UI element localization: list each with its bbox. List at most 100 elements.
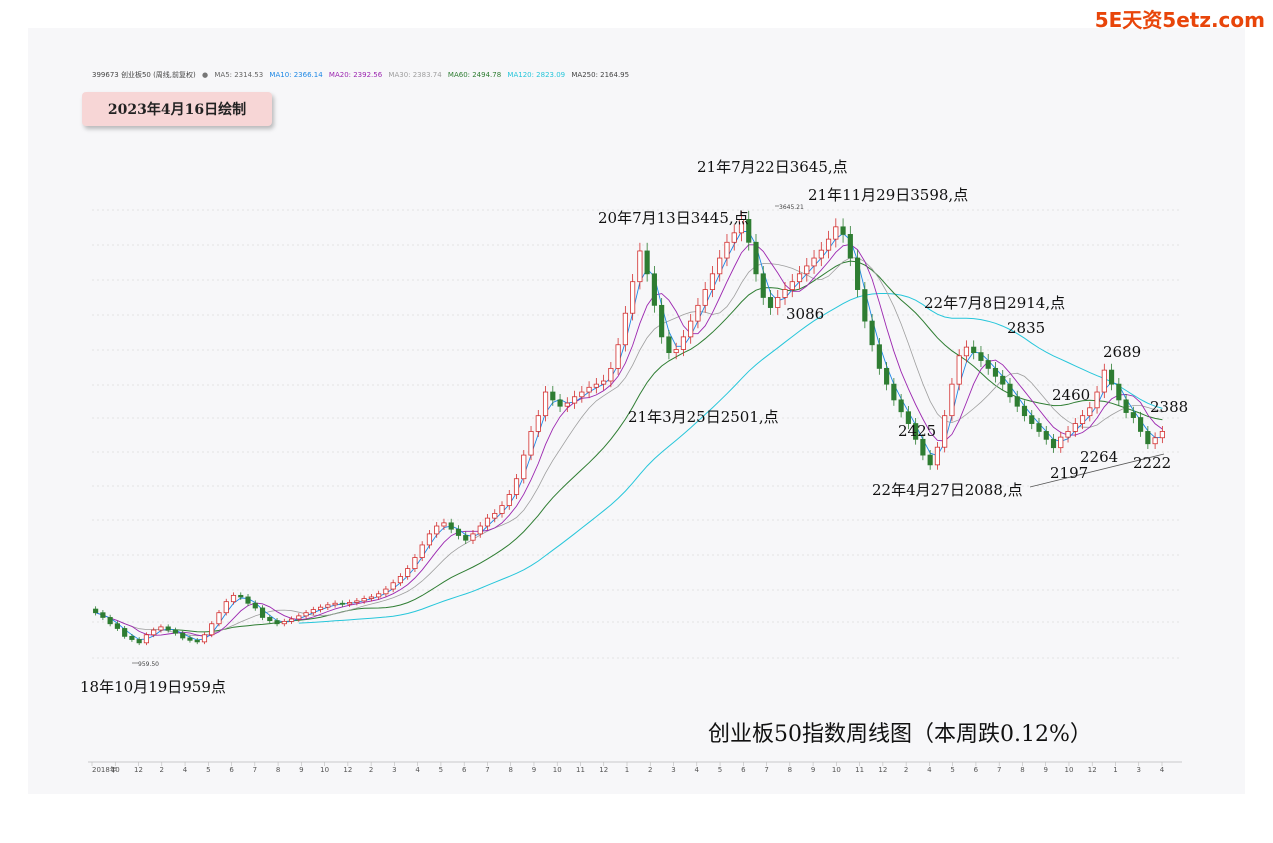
candle-body [288, 618, 295, 622]
point-annotation: 2388 [1150, 398, 1188, 416]
candle-body [956, 355, 962, 385]
candle-body [666, 336, 672, 354]
candle-body [1108, 369, 1115, 385]
candle-body [738, 219, 745, 234]
candle-body [129, 635, 135, 640]
watermark: 5E天资5etz.com [1094, 8, 1265, 32]
candle-body [876, 344, 882, 369]
candle-body [506, 494, 512, 506]
candle-body [1079, 415, 1086, 424]
candle-body [143, 634, 150, 644]
x-tick-label: 4 [183, 766, 188, 774]
point-annotation: 2197 [1050, 464, 1088, 482]
x-tick-label: 7 [485, 766, 489, 774]
candle-body [593, 383, 599, 388]
candle-body [905, 411, 911, 424]
candle-body [259, 607, 266, 618]
x-tick-label: 8 [788, 766, 792, 774]
candle-body [971, 346, 977, 354]
candle-body [1036, 423, 1042, 432]
candle-body [1072, 423, 1078, 432]
legend-ma20: MA20: 2392.56 [328, 71, 383, 79]
x-tick-label: 4 [415, 766, 420, 774]
x-tick-label: 2 [648, 766, 652, 774]
candle-body [622, 312, 628, 346]
candle-body [238, 594, 244, 598]
candle-body [579, 391, 585, 398]
candle-body [303, 612, 309, 617]
x-tick-label: 6 [741, 766, 746, 774]
x-tick-label: 7 [997, 766, 1001, 774]
x-tick-label: 6 [229, 766, 234, 774]
x-tick-label: 8 [276, 766, 280, 774]
candle-body [1029, 415, 1035, 424]
x-tick-label: 10 [320, 766, 329, 774]
candle-body [383, 588, 389, 595]
candle-body [296, 615, 302, 620]
candle-body [448, 522, 454, 530]
candle-body [180, 632, 186, 639]
candle-body [441, 522, 447, 527]
candle-body [419, 544, 425, 558]
candle-body [775, 297, 781, 308]
candle-body [1007, 383, 1013, 398]
point-annotation: 22年7月8日2914,点 [924, 294, 1065, 312]
legend-dot-icon: ● [202, 71, 209, 79]
x-tick-label: 3 [671, 766, 675, 774]
candle-body [216, 612, 222, 625]
candle-body [891, 383, 897, 401]
candle-body [492, 513, 498, 519]
candle-body [368, 596, 374, 599]
candle-body [354, 600, 360, 603]
candle-body [985, 360, 991, 369]
candle-body [695, 304, 701, 322]
chart-legend: 399673 创业板50 (周线,前复权) ● MA5: 2314.53 MA1… [92, 70, 633, 80]
candle-body [209, 623, 215, 636]
candle-body [201, 634, 208, 643]
x-tick-label: 10 [832, 766, 841, 774]
x-tick-label: 5 [206, 766, 210, 774]
ma60-line [168, 260, 1163, 633]
x-tick-label: 10 [1064, 766, 1073, 774]
candle-body [731, 232, 737, 243]
candle-body [223, 601, 229, 614]
candle-body [833, 226, 839, 240]
candle-body [862, 289, 868, 322]
x-tick-label: 8 [1020, 766, 1024, 774]
candle-body [455, 528, 462, 536]
legend-ma5: MA5: 2314.53 [214, 71, 264, 79]
candle-body [114, 623, 120, 629]
candle-body [1058, 436, 1064, 449]
candle-body [746, 219, 752, 243]
candle-body [136, 639, 142, 644]
candle-body [992, 367, 999, 377]
candle-body [934, 446, 940, 466]
candle-body [1130, 412, 1136, 418]
candle-body [484, 517, 491, 527]
candle-body [434, 525, 440, 535]
candle-body [753, 241, 759, 275]
candle-body [1094, 391, 1100, 409]
candle-body [281, 620, 287, 625]
candle-body [804, 265, 810, 275]
x-tick-label: 2 [160, 766, 164, 774]
candle-body [717, 257, 723, 275]
x-tick-label: 4 [695, 766, 700, 774]
candle-body [267, 617, 273, 621]
x-tick-label: 5 [439, 766, 443, 774]
candle-body [1021, 405, 1028, 417]
point-annotation: 2835 [1007, 319, 1045, 337]
candle-body [470, 533, 476, 541]
candle-body [426, 533, 433, 546]
candle-body [637, 250, 643, 283]
ma10-line [95, 231, 1163, 641]
x-tick-label: 2 [369, 766, 373, 774]
candle-body [644, 250, 650, 275]
candle-body [1145, 431, 1151, 445]
candle-body [107, 617, 113, 625]
candle-body [412, 557, 418, 569]
candle-body [847, 234, 853, 259]
candle-body [920, 438, 926, 456]
candle-body [187, 637, 193, 641]
point-annotation: 2222 [1133, 454, 1171, 472]
